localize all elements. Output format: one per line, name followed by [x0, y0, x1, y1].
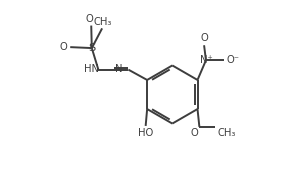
- Text: O: O: [200, 33, 208, 43]
- Text: N: N: [115, 64, 122, 74]
- Text: N⁺: N⁺: [200, 54, 213, 64]
- Text: S: S: [88, 43, 96, 53]
- Text: O: O: [86, 14, 93, 24]
- Text: CH₃: CH₃: [218, 128, 236, 138]
- Text: CH₃: CH₃: [93, 17, 112, 27]
- Text: O: O: [59, 42, 67, 52]
- Text: HO: HO: [138, 128, 154, 138]
- Text: HN: HN: [84, 64, 99, 74]
- Text: O⁻: O⁻: [227, 55, 240, 65]
- Text: O: O: [191, 128, 198, 138]
